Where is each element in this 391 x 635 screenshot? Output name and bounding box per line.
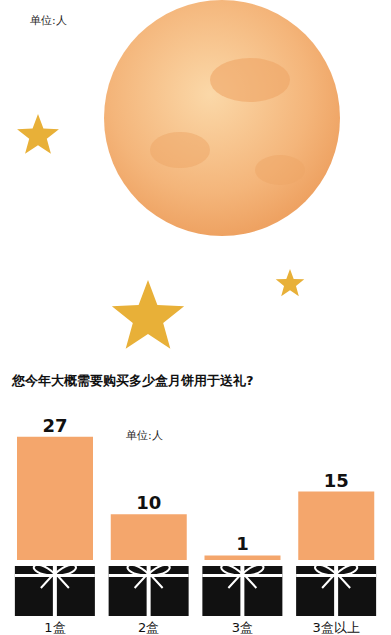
- svg-text:1盒: 1盒: [44, 620, 65, 635]
- svg-text:1: 1: [236, 533, 249, 554]
- svg-text:3盒以上: 3盒以上: [312, 620, 359, 635]
- svg-text:单位:人: 单位:人: [30, 14, 67, 27]
- svg-text:10: 10: [136, 492, 161, 513]
- svg-text:3盒: 3盒: [232, 620, 253, 635]
- svg-text:15: 15: [324, 470, 349, 491]
- html-text:您今年大概需要购买多少盒月饼用于送礼?: 您今年大概需要购买多少盒月饼用于送礼?: [12, 373, 254, 388]
- html-text:单位:人: 单位:人: [126, 429, 163, 442]
- svg-text:27: 27: [42, 415, 67, 436]
- svg-text:2盒: 2盒: [138, 620, 159, 635]
